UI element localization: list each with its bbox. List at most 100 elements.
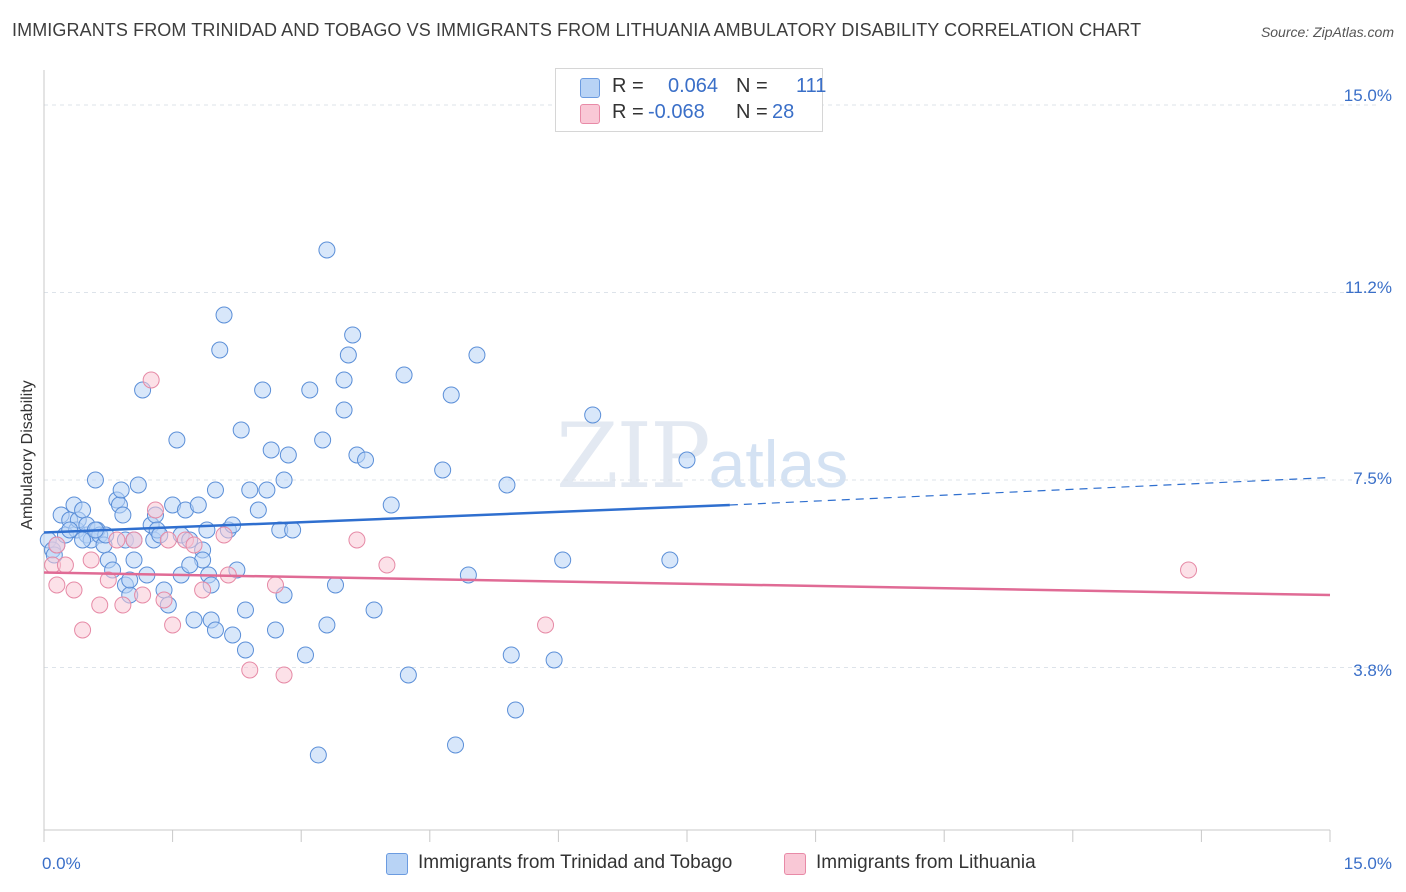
data-point-trinidad <box>206 481 224 499</box>
data-point-lithuania <box>155 591 173 609</box>
data-point-lithuania <box>142 371 160 389</box>
y-tick-label: 15.0% <box>1343 86 1392 105</box>
data-point-trinidad <box>399 666 417 684</box>
data-point-trinidad <box>395 366 413 384</box>
legend-r-label: R = <box>612 101 644 123</box>
data-point-trinidad <box>661 551 679 569</box>
trend-line-lithuania <box>43 571 1331 597</box>
data-point-trinidad <box>74 531 92 549</box>
data-point-trinidad <box>236 641 254 659</box>
data-point-lithuania <box>134 586 152 604</box>
data-point-trinidad <box>129 476 147 494</box>
data-point-lithuania <box>65 581 83 599</box>
legend-swatch-pink <box>580 104 600 124</box>
watermark-atlas: atlas <box>708 427 849 501</box>
data-point-lithuania <box>215 526 233 544</box>
data-point-trinidad <box>296 646 314 664</box>
x-tick-label: 0.0% <box>42 854 81 873</box>
data-point-trinidad <box>181 556 199 574</box>
data-point-trinidad <box>121 571 139 589</box>
data-point-trinidad <box>232 421 250 439</box>
data-point-trinidad <box>339 346 357 364</box>
data-point-trinidad <box>318 241 336 259</box>
bottom-legend-swatch-pink <box>784 853 806 875</box>
data-point-trinidad <box>114 506 132 524</box>
data-point-trinidad <box>318 616 336 634</box>
data-point-trinidad <box>86 471 104 489</box>
data-point-trinidad <box>365 601 383 619</box>
data-point-lithuania <box>537 616 555 634</box>
y-axis-label: Ambulatory Disability <box>19 380 36 530</box>
data-point-trinidad <box>168 431 186 449</box>
data-point-lithuania <box>48 536 66 554</box>
data-point-lithuania <box>164 616 182 634</box>
data-point-trinidad <box>275 471 293 489</box>
watermark: ZIPatlas <box>556 404 848 509</box>
y-tick-label: 7.5% <box>1353 469 1392 488</box>
data-point-lithuania <box>348 531 366 549</box>
data-point-trinidad <box>206 621 224 639</box>
data-point-trinidad <box>335 401 353 419</box>
data-point-trinidad <box>74 501 92 519</box>
data-point-trinidad <box>284 521 302 539</box>
source-label: Source: ZipAtlas.com <box>1260 24 1394 40</box>
data-point-lithuania <box>194 581 212 599</box>
data-point-lithuania <box>99 571 117 589</box>
bottom-legend-swatch-blue <box>386 853 408 875</box>
legend-n-label: N = <box>736 75 768 97</box>
data-point-trinidad <box>434 461 452 479</box>
chart-title: IMMIGRANTS FROM TRINIDAD AND TOBAGO VS I… <box>12 20 1142 40</box>
y-tick-label: 11.2% <box>1345 278 1392 297</box>
data-point-lithuania <box>82 551 100 569</box>
correlation-legend: R = 0.064 N = 111 R = -0.068 N = 28 <box>555 68 827 132</box>
data-point-trinidad <box>112 481 130 499</box>
trend-line-trinidad <box>43 503 730 534</box>
data-point-trinidad <box>215 306 233 324</box>
data-point-trinidad <box>382 496 400 514</box>
bottom-legend-label: Immigrants from Lithuania <box>816 852 1036 873</box>
data-point-trinidad <box>309 746 327 764</box>
data-point-trinidad <box>266 621 284 639</box>
data-point-trinidad <box>447 736 465 754</box>
data-point-lithuania <box>146 501 164 519</box>
trend-lines <box>43 476 1331 597</box>
axes <box>43 70 1331 842</box>
data-point-lithuania <box>241 661 259 679</box>
data-point-trinidad <box>554 551 572 569</box>
legend-n-value: 111 <box>796 75 827 97</box>
data-point-trinidad <box>326 576 344 594</box>
legend-n-label: N = <box>736 101 768 123</box>
data-point-lithuania <box>159 531 177 549</box>
data-point-trinidad <box>584 406 602 424</box>
data-point-lithuania <box>378 556 396 574</box>
legend-r-value: -0.068 <box>648 101 705 123</box>
legend-swatch-blue <box>580 78 600 98</box>
data-point-lithuania <box>266 576 284 594</box>
data-point-trinidad <box>236 601 254 619</box>
data-point-trinidad <box>335 371 353 389</box>
data-point-trinidad <box>468 346 486 364</box>
x-tick-label: 15.0% <box>1343 854 1392 873</box>
data-point-lithuania <box>74 621 92 639</box>
data-point-lithuania <box>91 596 109 614</box>
data-point-trinidad <box>344 326 362 344</box>
legend-n-value: 28 <box>772 101 795 123</box>
data-point-trinidad <box>502 646 520 664</box>
data-point-trinidad <box>211 341 229 359</box>
data-point-lithuania <box>1180 561 1198 579</box>
data-point-lithuania <box>48 576 66 594</box>
data-point-trinidad <box>498 476 516 494</box>
data-point-lithuania <box>56 556 74 574</box>
data-point-trinidad <box>125 551 143 569</box>
data-point-lithuania <box>185 536 203 554</box>
data-point-trinidad <box>198 521 216 539</box>
trend-line-trinidad-extension <box>729 476 1331 506</box>
data-point-trinidad <box>258 481 276 499</box>
data-point-lithuania <box>125 531 143 549</box>
data-point-trinidad <box>442 386 460 404</box>
data-point-trinidad <box>314 431 332 449</box>
legend-r-value: 0.064 <box>668 75 719 97</box>
data-point-trinidad <box>189 496 207 514</box>
data-point-lithuania <box>108 531 126 549</box>
